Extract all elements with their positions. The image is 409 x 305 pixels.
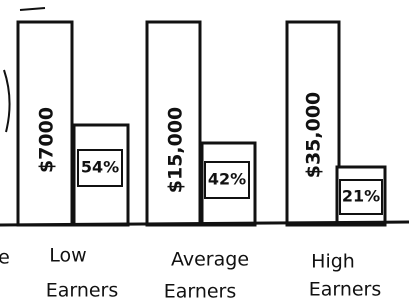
amount-label: $35,000 xyxy=(303,92,325,179)
category-label: Earners xyxy=(46,280,119,302)
cropped-label: e xyxy=(0,247,10,269)
axis-stroke xyxy=(4,70,10,132)
category-label: Earners xyxy=(164,281,237,303)
amount-label: $15,000 xyxy=(165,107,187,194)
category-label: Average xyxy=(171,249,249,271)
category-label: Low xyxy=(49,245,86,267)
share-label: 21% xyxy=(342,187,380,206)
stroke xyxy=(20,8,45,10)
category-label: Earners xyxy=(309,279,382,301)
category-label: High xyxy=(311,251,355,273)
sketch: $7000 54% $15,000 42% $35,000 21% e Low … xyxy=(0,0,409,305)
amount-label: $7000 xyxy=(36,107,58,173)
share-label: 54% xyxy=(81,158,119,177)
share-label: 42% xyxy=(208,170,246,189)
